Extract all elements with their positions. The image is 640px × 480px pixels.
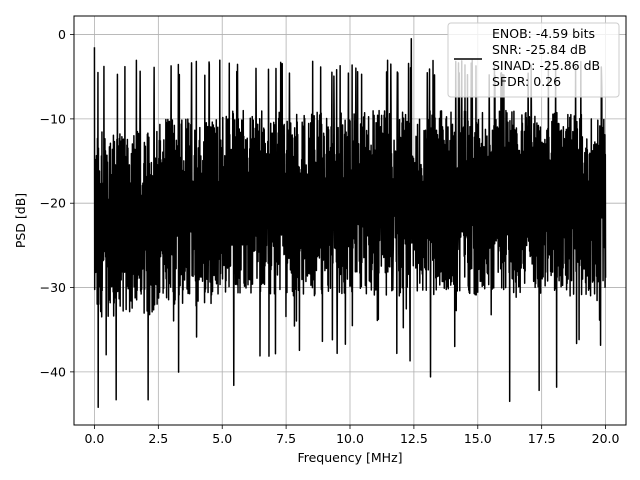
y-tick-label: −10 [40,111,66,126]
y-axis: 0 −10 −20 −30 −40 [40,27,74,379]
y-tick-label: −30 [40,280,66,295]
y-tick-label: −20 [40,196,66,211]
legend-label: ENOB: -4.59 bits SNR: -25.84 dB SINAD: -25… [492,26,600,89]
x-tick-label: 12.5 [400,431,428,446]
y-axis-label: PSD [dB] [13,193,28,248]
x-tick-label: 15.0 [464,431,492,446]
x-axis: 0.0 2.5 5.0 7.5 10.0 12.5 15.0 17.5 20.0 [84,425,620,446]
x-tick-label: 10.0 [336,431,364,446]
x-axis-label: Frequency [MHz] [297,450,402,465]
psd-line [93,38,607,409]
x-tick-label: 2.5 [148,431,168,446]
x-tick-label: 5.0 [212,431,232,446]
y-tick-label: −40 [40,364,66,379]
y-tick-label: 0 [58,27,66,42]
x-tick-label: 7.5 [276,431,296,446]
x-tick-label: 0.0 [84,431,104,446]
x-tick-label: 20.0 [592,431,620,446]
legend-box [447,22,620,98]
legend: ENOB: -4.59 bits SNR: -25.84 dB SINAD: -25… [447,22,620,98]
x-tick-label: 17.5 [528,431,556,446]
psd-series [93,38,607,409]
